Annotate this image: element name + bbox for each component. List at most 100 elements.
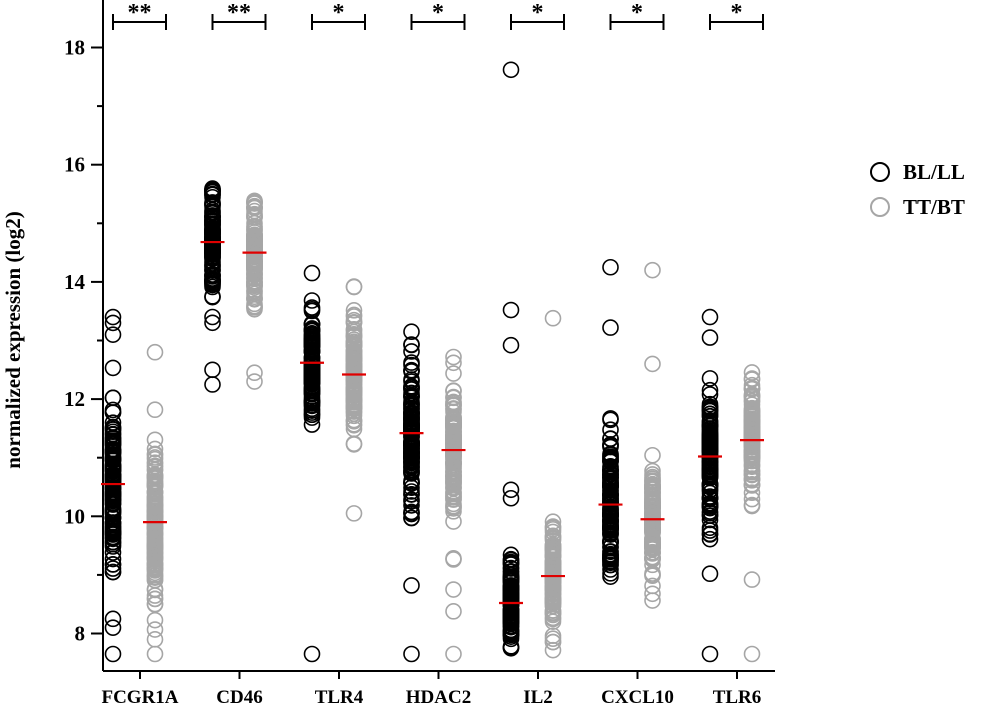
legend-marker — [870, 197, 890, 217]
data-point — [146, 446, 164, 464]
data-point — [104, 478, 122, 496]
data-point — [502, 301, 520, 319]
data-point — [345, 360, 363, 378]
data-point — [104, 414, 122, 431]
data-point — [246, 214, 263, 232]
data-point — [502, 579, 520, 596]
data-point — [403, 491, 420, 508]
data-point — [146, 621, 164, 638]
data-point — [403, 447, 420, 465]
data-point — [104, 471, 122, 489]
data-point — [104, 308, 122, 326]
data-point — [104, 444, 122, 462]
data-point — [701, 329, 719, 346]
data-point — [701, 442, 719, 460]
data-point — [303, 369, 321, 386]
data-point — [204, 267, 221, 284]
data-point — [502, 546, 520, 564]
data-point — [544, 577, 562, 595]
point-group — [345, 278, 363, 522]
point-group — [743, 364, 761, 663]
data-point — [104, 430, 122, 448]
point-group — [204, 180, 221, 393]
data-point — [146, 519, 164, 536]
significance-label: * — [631, 0, 643, 26]
data-point — [403, 436, 420, 454]
data-point — [743, 435, 761, 453]
data-point — [644, 470, 661, 488]
data-point — [345, 342, 363, 360]
data-point — [146, 458, 164, 475]
data-point — [743, 470, 761, 487]
data-point — [204, 237, 221, 254]
data-point — [701, 434, 719, 451]
significance-label: * — [731, 0, 743, 26]
x-tick-label: CXCL10 — [601, 687, 674, 708]
data-point — [743, 403, 761, 420]
data-point — [445, 396, 462, 413]
data-point — [701, 381, 719, 399]
data-point — [403, 399, 420, 417]
data-point — [204, 250, 221, 268]
data-point — [644, 462, 661, 480]
data-point — [104, 514, 122, 531]
data-point — [204, 376, 221, 393]
data-point — [246, 273, 263, 291]
data-point — [345, 302, 363, 319]
data-point — [445, 488, 462, 505]
data-point — [146, 645, 164, 663]
data-point — [445, 417, 462, 435]
data-point — [602, 550, 619, 568]
point-group — [246, 192, 263, 390]
data-point — [701, 465, 719, 483]
data-point — [146, 440, 164, 458]
data-point — [104, 404, 122, 421]
data-point — [146, 536, 164, 553]
data-point — [544, 523, 562, 541]
data-point — [701, 395, 719, 413]
point-group — [701, 308, 719, 663]
data-point — [104, 421, 122, 438]
data-point — [644, 585, 661, 603]
significance-label: * — [432, 0, 444, 26]
point-group — [104, 308, 122, 663]
data-point — [246, 290, 263, 308]
data-point — [602, 459, 619, 477]
data-point — [403, 418, 420, 436]
data-point — [104, 326, 122, 343]
y-tick-label: 12 — [64, 387, 85, 411]
data-point — [743, 380, 761, 398]
data-point — [303, 332, 321, 350]
x-tick-label: TLR4 — [315, 687, 364, 708]
data-point — [602, 484, 619, 501]
data-point — [403, 362, 420, 379]
legend-marker — [870, 162, 890, 182]
x-axis: FCGR1A CD46 TLR4 HDAC2 IL2 CXCL10 TLR6 — [101, 670, 775, 708]
data-point — [146, 500, 164, 518]
data-point — [701, 645, 719, 663]
data-point — [403, 336, 420, 353]
data-point — [246, 364, 263, 382]
significance-label: * — [532, 0, 544, 26]
data-point — [502, 336, 520, 354]
data-point — [403, 343, 420, 360]
data-point — [146, 571, 164, 589]
data-point — [104, 484, 122, 502]
data-point — [544, 610, 562, 628]
data-point — [403, 452, 420, 470]
data-point — [445, 645, 462, 663]
y-axis-label: normalized expression (log2) — [1, 211, 25, 468]
data-point — [445, 365, 462, 382]
data-point — [701, 489, 719, 507]
data-point — [502, 481, 520, 499]
data-point — [644, 541, 661, 558]
data-point — [204, 276, 221, 294]
significance-brackets: ** ** * * * * * — [112, 0, 764, 30]
data-point — [146, 580, 164, 598]
data-point — [602, 520, 619, 538]
data-point — [602, 543, 619, 561]
data-point — [104, 544, 122, 561]
data-point — [502, 61, 520, 79]
data-point — [345, 417, 363, 434]
data-point — [544, 529, 562, 547]
